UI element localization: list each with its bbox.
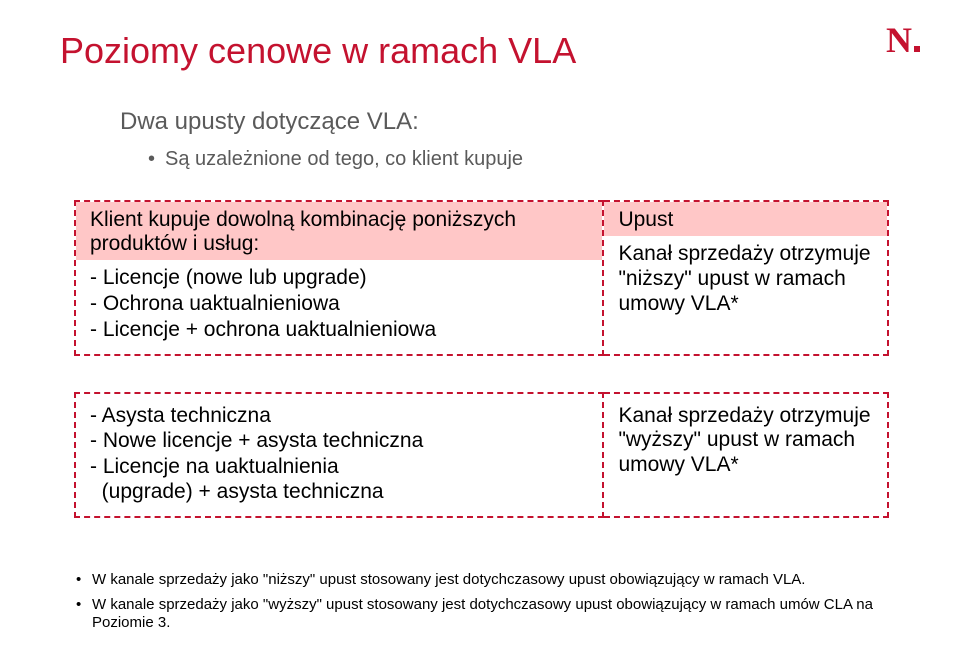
table-1: Klient kupuje dowolną kombinację poniższ… <box>74 200 889 356</box>
list-item-line2: (upgrade) + asysta techniczna <box>90 480 384 503</box>
table1-left-header: Klient kupuje dowolną kombinację poniższ… <box>76 202 602 260</box>
table1-right-cell: Upust Kanał sprzedaży otrzymuje "niższy"… <box>603 201 888 355</box>
footnote-1: W kanale sprzedaży jako "niższy" upust s… <box>74 571 904 590</box>
page-title: Poziomy cenowe w ramach VLA <box>60 30 576 72</box>
table1-left-body: - Licencje (nowe lub upgrade) - Ochrona … <box>76 260 602 353</box>
list-item-line1: - Licencje na uaktualnienia <box>90 455 339 478</box>
list-item: - Licencje + ochrona uaktualnieniowa <box>90 318 588 343</box>
tables-container: Klient kupuje dowolną kombinację poniższ… <box>74 200 889 518</box>
list-item: - Asysta techniczna <box>90 404 588 429</box>
table1-right-body: Kanał sprzedaży otrzymuje "niższy" upust… <box>604 236 887 326</box>
page-subtitle: Dwa upusty dotyczące VLA: <box>120 108 419 136</box>
table2-left-body: - Asysta techniczna - Nowe licencje + as… <box>76 394 602 516</box>
footnote-2: W kanale sprzedaży jako "wyższy" upust s… <box>74 596 904 634</box>
table-spacer <box>74 356 889 392</box>
subtitle-bullet: Są uzależnione od tego, co klient kupuje <box>148 148 523 171</box>
table2-right-cell: Kanał sprzedaży otrzymuje "wyższy" upust… <box>603 393 888 517</box>
table-2: - Asysta techniczna - Nowe licencje + as… <box>74 392 889 518</box>
list-item: - Licencje (nowe lub upgrade) <box>90 266 588 291</box>
list-item: - Licencje na uaktualnienia (upgrade) + … <box>90 455 588 505</box>
list-item: - Ochrona uaktualnieniowa <box>90 292 588 317</box>
list-item: - Nowe licencje + asysta techniczna <box>90 429 588 454</box>
footnotes: W kanale sprzedaży jako "niższy" upust s… <box>74 571 904 639</box>
table2-left-cell: - Asysta techniczna - Nowe licencje + as… <box>75 393 603 517</box>
logo-dot <box>914 46 920 52</box>
table1-left-cell: Klient kupuje dowolną kombinację poniższ… <box>75 201 603 355</box>
table1-right-header: Upust <box>604 202 887 236</box>
logo-letter: N <box>886 20 912 60</box>
table2-right-body: Kanał sprzedaży otrzymuje "wyższy" upust… <box>604 394 887 488</box>
brand-logo: N <box>886 28 920 53</box>
